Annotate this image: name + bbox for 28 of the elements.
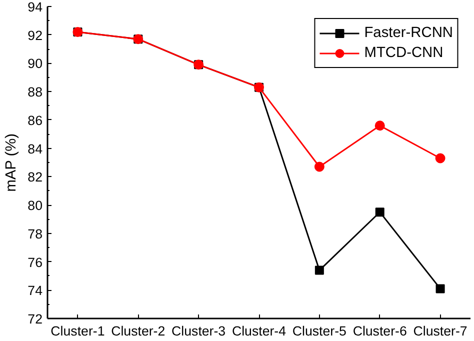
legend-label: Faster-RCNN bbox=[364, 25, 453, 41]
x-tick-label: Cluster-4 bbox=[232, 324, 287, 338]
y-tick-label: 90 bbox=[28, 56, 43, 72]
point bbox=[314, 162, 324, 172]
y-tick-label: 88 bbox=[28, 84, 43, 100]
y-tick-label: 78 bbox=[28, 226, 43, 242]
x-tick-label: Cluster-1 bbox=[50, 324, 105, 338]
point bbox=[314, 266, 324, 275]
y-axis-title: mAP (%) bbox=[4, 133, 20, 192]
y-tick-label: 82 bbox=[28, 170, 43, 185]
y-tick-label: 72 bbox=[28, 312, 43, 326]
x-tick-label: Cluster-3 bbox=[172, 324, 226, 338]
y-tick-label: 94 bbox=[28, 0, 44, 14]
x-tick-label: Cluster-5 bbox=[292, 324, 346, 338]
y-tick-label: 74 bbox=[28, 283, 44, 298]
point bbox=[375, 208, 384, 217]
point bbox=[436, 284, 445, 294]
point bbox=[374, 120, 385, 131]
y-tick-label: 76 bbox=[28, 254, 43, 270]
y-tick-label: 80 bbox=[28, 198, 43, 214]
point bbox=[435, 153, 446, 164]
x-tick-label: Cluster-6 bbox=[352, 324, 407, 338]
legend-label: MTCD-CNN bbox=[364, 45, 444, 61]
y-tick-label: 84 bbox=[28, 141, 44, 156]
x-tick-label: Cluster-2 bbox=[111, 324, 166, 338]
y-tick-label: 92 bbox=[28, 28, 43, 43]
y-tick-label: 86 bbox=[28, 112, 43, 128]
x-tick-label: Cluster-7 bbox=[413, 324, 468, 338]
